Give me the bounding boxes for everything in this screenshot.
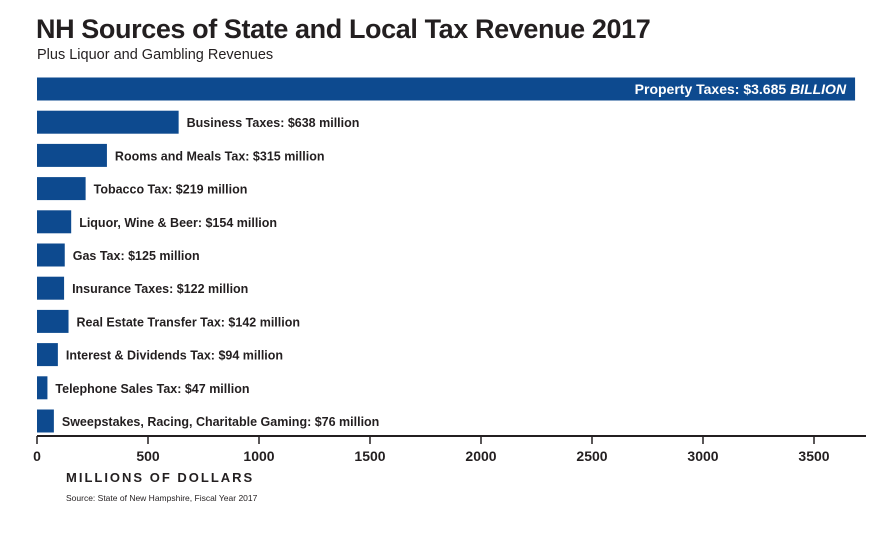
source-note: Source: State of New Hampshire, Fiscal Y…	[66, 493, 258, 503]
bar-10	[37, 409, 54, 433]
bar-9	[37, 376, 48, 400]
chart-subtitle: Plus Liquor and Gambling Revenues	[37, 47, 274, 63]
x-tick-label-2000: 2000	[465, 448, 496, 464]
data-label-9: Telephone Sales Tax: $47 million	[55, 382, 249, 396]
x-tick-label-0: 0	[33, 448, 41, 464]
x-tick-label-1500: 1500	[354, 448, 385, 464]
data-label-5: Gas Tax: $125 million	[73, 249, 200, 263]
data-label-2: Rooms and Meals Tax: $315 million	[115, 149, 325, 163]
data-label-8: Interest & Dividends Tax: $94 million	[66, 349, 283, 363]
x-tick-label-2500: 2500	[576, 448, 607, 464]
chart-title: NH Sources of State and Local Tax Revenu…	[36, 14, 651, 44]
x-axis-title: MILLIONS OF DOLLARS	[66, 470, 255, 485]
data-label-1: Business Taxes: $638 million	[187, 116, 360, 130]
bar-6	[37, 276, 65, 300]
x-tick-label-3000: 3000	[687, 448, 718, 464]
x-tick-label-3500: 3500	[798, 448, 829, 464]
bar-3	[37, 177, 86, 201]
bar-7	[37, 309, 69, 333]
bar-5	[37, 243, 65, 267]
data-label-4: Liquor, Wine & Beer: $154 million	[79, 216, 277, 230]
bar-1	[37, 110, 179, 134]
data-label-10: Sweepstakes, Racing, Charitable Gaming: …	[62, 415, 379, 429]
bar-2	[37, 143, 107, 167]
data-label-6: Insurance Taxes: $122 million	[72, 282, 248, 296]
x-tick-label-500: 500	[136, 448, 160, 464]
bar-8	[37, 343, 58, 367]
bar-4	[37, 210, 72, 234]
x-tick-label-1000: 1000	[243, 448, 274, 464]
bar-0	[37, 77, 856, 101]
data-label-3: Tobacco Tax: $219 million	[94, 183, 248, 197]
data-label-7: Real Estate Transfer Tax: $142 million	[77, 315, 300, 329]
data-label-0: Property Taxes: $3.685 BILLION	[635, 81, 847, 97]
